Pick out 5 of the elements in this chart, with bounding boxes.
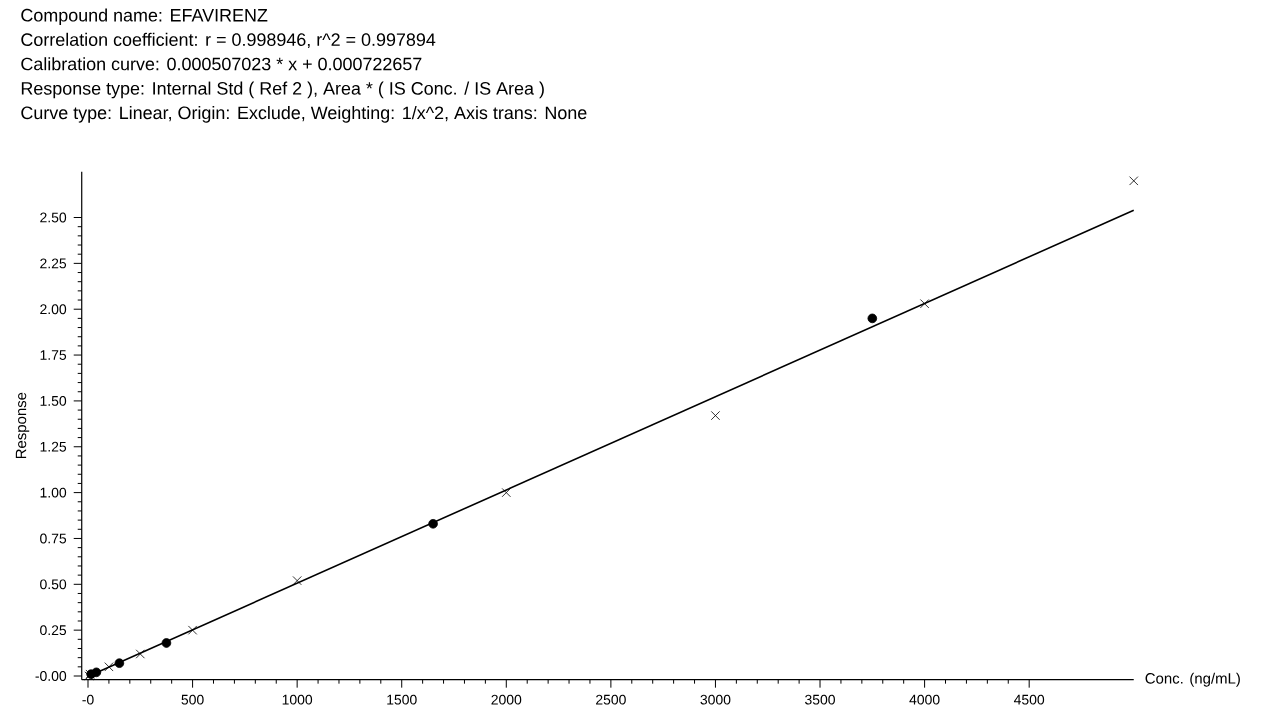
chart-title: Compound name: EFAVIRENZ (21, 8, 268, 26)
text: Correlation coefficient: r = 0.998946, r^2 = 0.997894 (21, 32, 436, 49)
text: Calibration curve: 0.000507023 * x + 0.000722657 (21, 57, 422, 71)
text: Response type: Internal Std ( Ref 2 ), Area * ( IS Conc. / IS Area ) (21, 81, 544, 99)
text: Curve type: Linear, Origin: Exclude, Weighting: 1/x^2, Axis trans: None (21, 105, 587, 123)
